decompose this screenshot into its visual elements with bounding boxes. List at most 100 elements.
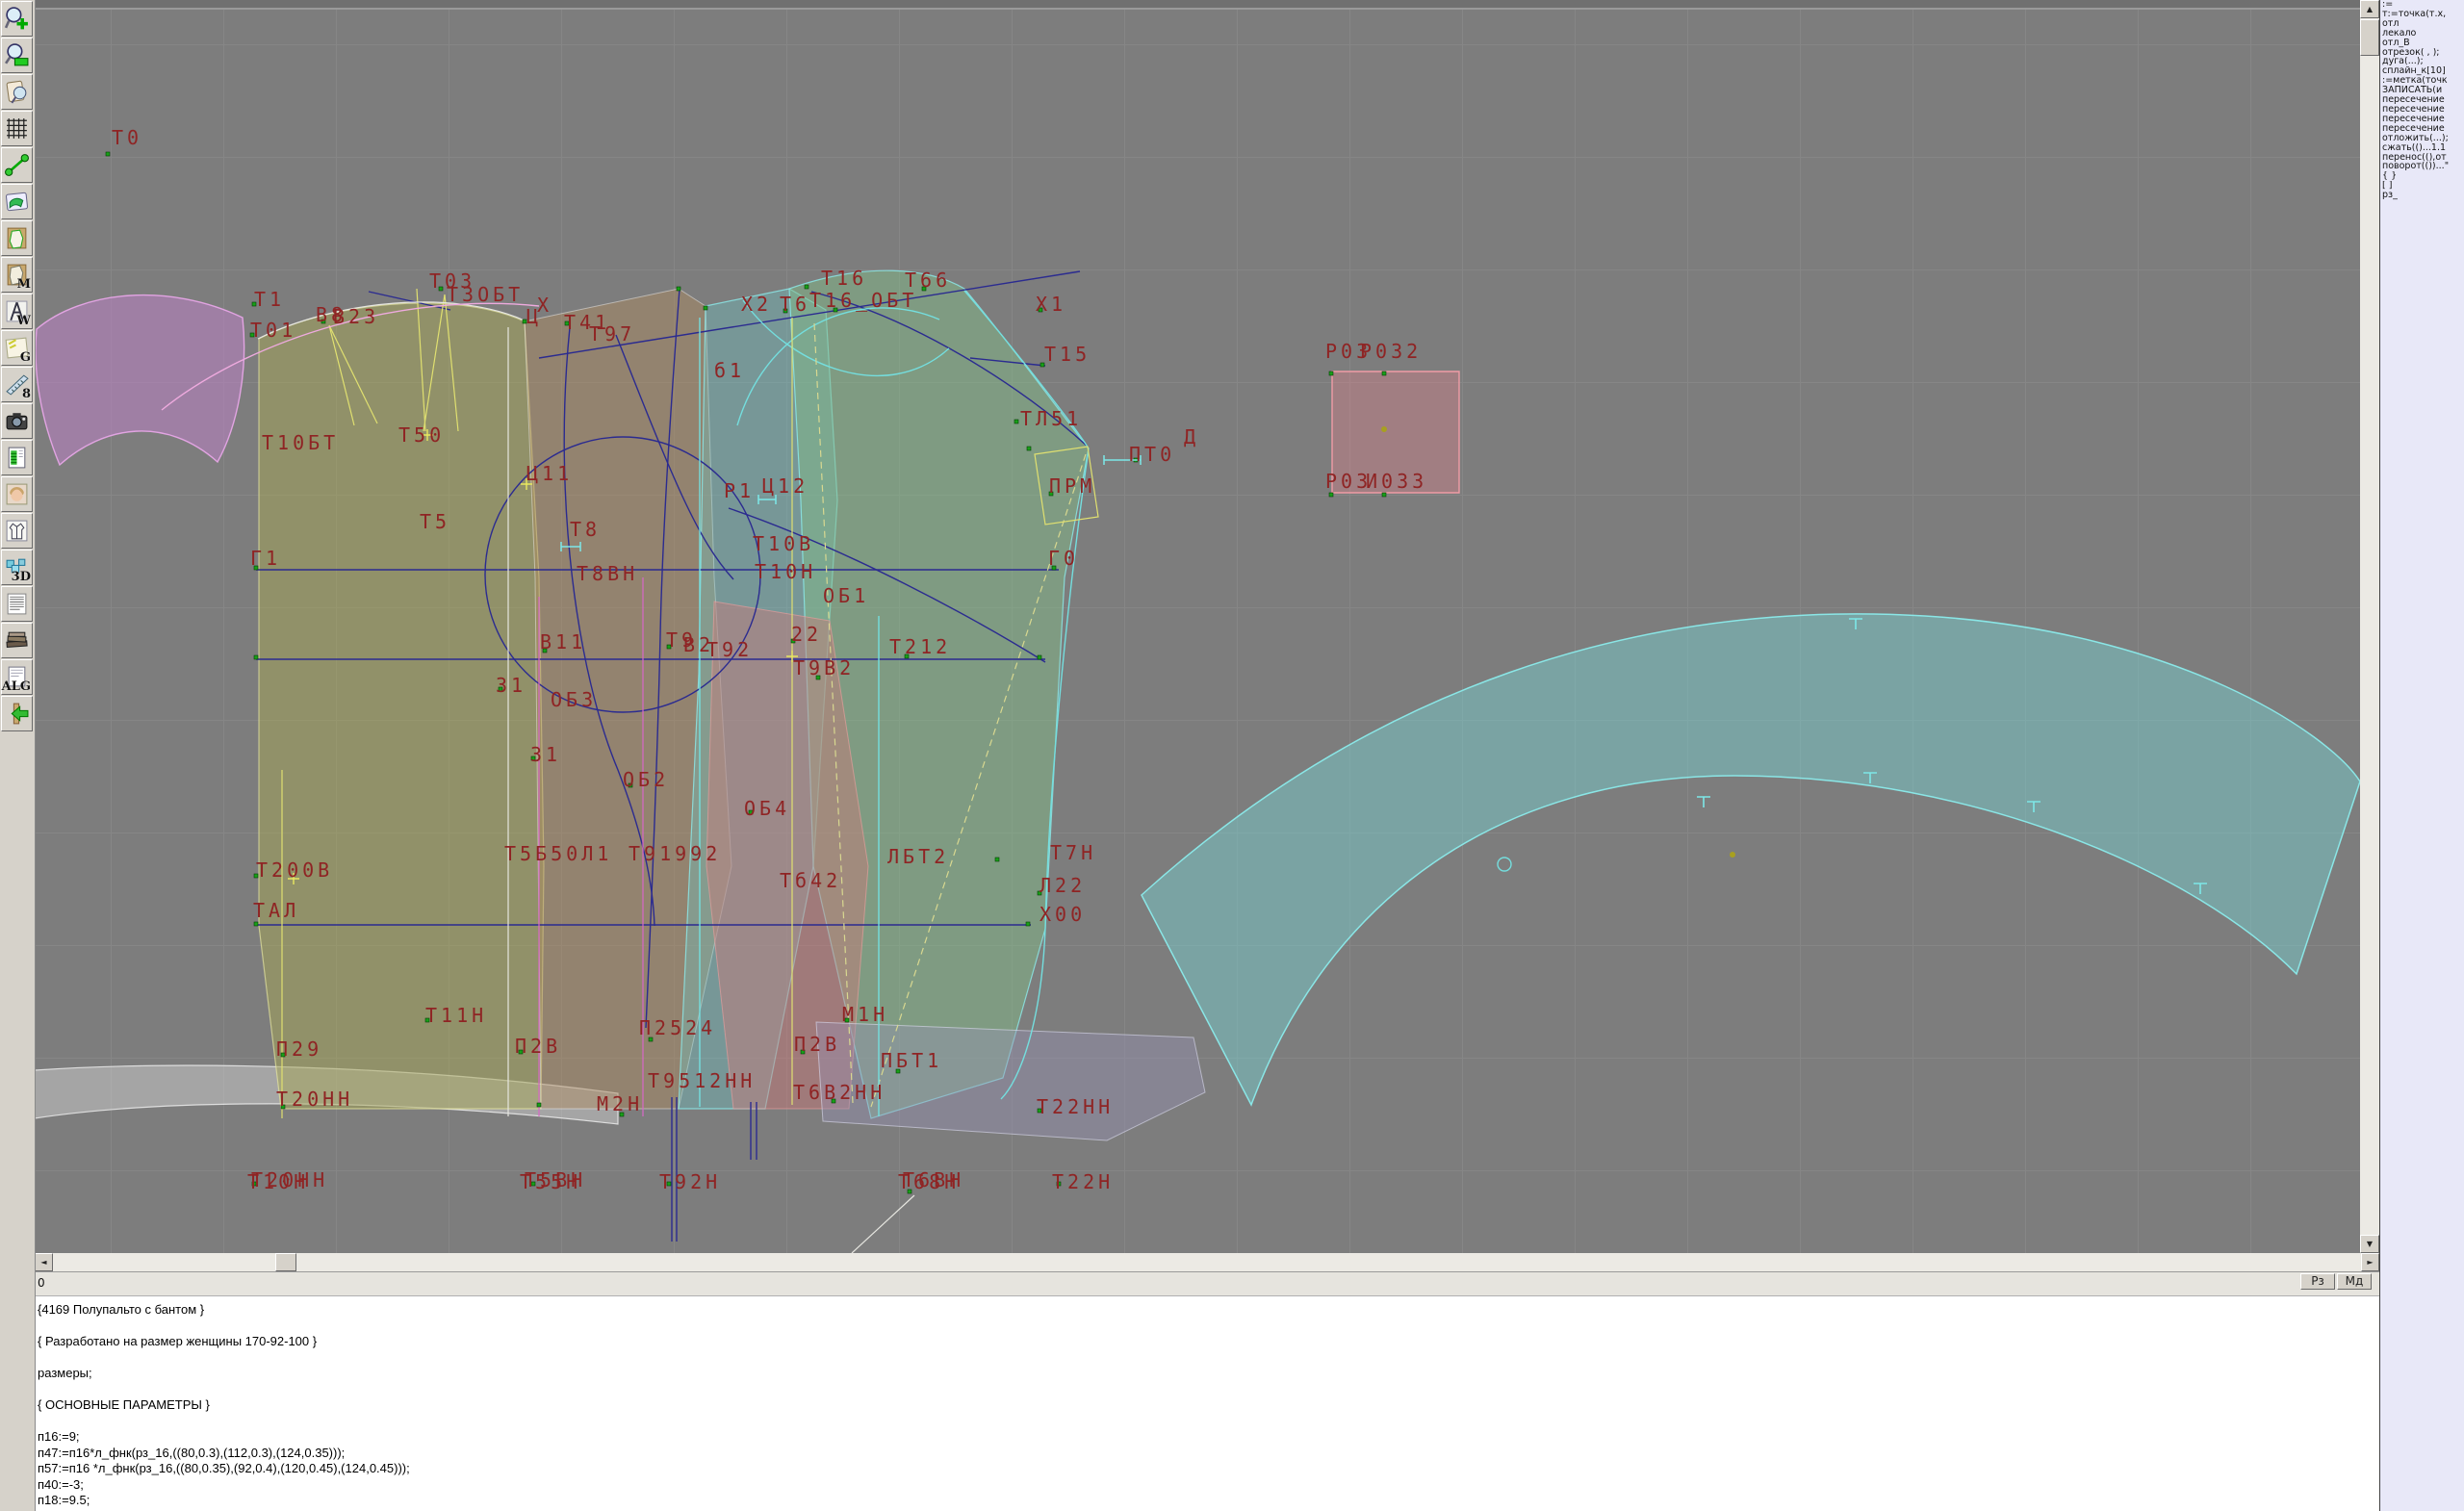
- scroll-right-icon[interactable]: ►: [2361, 1253, 2379, 1271]
- point-label: Т97: [589, 322, 636, 346]
- point-label: Т7Н: [1050, 841, 1097, 864]
- point-label: Т55Н: [520, 1170, 582, 1193]
- command-item[interactable]: отл: [2382, 18, 2400, 29]
- command-item[interactable]: отложить(...);: [2382, 133, 2449, 143]
- point-label: Г0: [1048, 547, 1080, 570]
- size-table-icon[interactable]: [1, 440, 33, 475]
- notch-tick: [1863, 772, 1877, 783]
- point-marker: [251, 1181, 257, 1187]
- point-label: И033: [1366, 470, 1428, 493]
- vertical-scroll-thumb[interactable]: [2360, 19, 2379, 56]
- command-item[interactable]: { }: [2382, 171, 2398, 182]
- point-label: П2В: [515, 1035, 562, 1058]
- point-label: Х: [537, 294, 553, 317]
- command-item[interactable]: лекало: [2382, 28, 2417, 38]
- point-label: Ц11: [526, 462, 574, 485]
- point-label: Ц: [526, 305, 543, 328]
- code-line: п16:=9;: [38, 1429, 80, 1444]
- command-item[interactable]: отл_В: [2382, 38, 2410, 48]
- point-marker: [907, 1189, 912, 1194]
- point-marker: [424, 1017, 430, 1023]
- point-marker: [253, 873, 259, 879]
- piece-pocket-flap: [1331, 371, 1460, 494]
- command-item[interactable]: пересечение: [2382, 123, 2445, 134]
- command-item[interactable]: дуга(...);: [2382, 57, 2424, 67]
- notch-tick: [1697, 796, 1710, 807]
- command-item[interactable]: перенос((),от: [2382, 152, 2447, 163]
- command-sidebar: := т:=точка(т.х, отл лекало отл_В отрезок( , …: [2379, 0, 2464, 1511]
- pattern-cut-icon[interactable]: [1, 220, 33, 256]
- point-marker: [542, 648, 548, 653]
- sketch-g-icon[interactable]: G: [1, 330, 33, 366]
- point-marker: [530, 756, 536, 761]
- pattern-drawing: [35, 151, 2360, 1253]
- rz-button[interactable]: Рз: [2300, 1273, 2335, 1290]
- command-item[interactable]: пересечение: [2382, 114, 2445, 124]
- point-label: ПТ0: [1129, 443, 1176, 466]
- piece-side-front: [706, 601, 869, 1110]
- point-marker: [895, 1068, 901, 1074]
- scroll-left-icon[interactable]: ◄: [35, 1253, 53, 1271]
- drawing-canvas[interactable]: Т0 Т1 Т01 В8 В23 Т03 Т3ОБТ Х Ц Т41 Т97 б1 Х2 Т6 Т16 Т66…: [35, 0, 2360, 1253]
- zoom-select-icon[interactable]: [1, 38, 33, 73]
- command-item[interactable]: :=: [2382, 0, 2394, 10]
- vertical-scrollbar[interactable]: ▲ ▼: [2360, 0, 2379, 1253]
- point-marker: [105, 151, 111, 157]
- point-label: Р03: [1325, 340, 1373, 363]
- algorithm-icon[interactable]: ALG: [1, 659, 33, 695]
- code-editor[interactable]: {4169 Полупальто с бантом } { Разработан…: [35, 1295, 2379, 1511]
- point-label: З1: [530, 743, 562, 766]
- point-marker: [904, 653, 910, 659]
- point-label: Т200В: [256, 858, 334, 882]
- point-label: Р1: [724, 479, 756, 502]
- exit-icon[interactable]: [1, 696, 33, 731]
- view-page-icon[interactable]: [1, 74, 33, 110]
- command-item[interactable]: рз_: [2382, 191, 2398, 201]
- point-marker: [619, 1112, 625, 1117]
- grid-icon[interactable]: [1, 111, 33, 146]
- command-item[interactable]: пересечение: [2382, 104, 2445, 115]
- model-photo-icon[interactable]: [1, 476, 33, 512]
- point-label: Тб42: [780, 869, 842, 892]
- buttonhole: [1034, 446, 1099, 525]
- library-icon[interactable]: [1, 623, 33, 658]
- horizontal-scrollbar[interactable]: ◄ ►: [35, 1253, 2379, 1271]
- view-3d-icon[interactable]: 3D: [1, 550, 33, 585]
- point-label: Т8ВН: [577, 562, 639, 585]
- point-marker: [522, 319, 527, 324]
- measure-line-icon[interactable]: [1, 147, 33, 183]
- command-item[interactable]: сплайн_к[10]: [2382, 66, 2446, 77]
- command-item[interactable]: сжать(()...1.1: [2382, 142, 2447, 153]
- point-label: Т50: [398, 423, 446, 447]
- command-item[interactable]: ЗАПИСАТЬ(и: [2382, 86, 2443, 96]
- armhole-circle: [484, 436, 761, 713]
- cross-marker: [786, 651, 798, 662]
- command-item[interactable]: отрезок( , );: [2382, 47, 2440, 58]
- tech-sketch-icon[interactable]: [1, 513, 33, 549]
- canvas-top-band: [35, 0, 2360, 8]
- point-label: Д: [1184, 425, 1200, 448]
- command-item[interactable]: поворот(())...": [2382, 162, 2450, 172]
- scroll-down-icon[interactable]: ▼: [2360, 1235, 2379, 1253]
- command-item[interactable]: пересечение: [2382, 95, 2445, 105]
- fabric-m-icon[interactable]: M: [1, 257, 33, 293]
- ruler-icon[interactable]: 8: [1, 367, 33, 402]
- drafting-icon[interactable]: W: [1, 294, 33, 329]
- sheet-map-icon[interactable]: [1, 184, 33, 219]
- zoom-in-icon[interactable]: [1, 1, 33, 37]
- command-item[interactable]: :=метка(точк: [2382, 76, 2448, 87]
- point-label: З1: [496, 674, 527, 697]
- command-item[interactable]: т:=точка(т.х,: [2382, 9, 2447, 19]
- md-button[interactable]: Мд: [2337, 1273, 2372, 1290]
- point-marker: [498, 686, 503, 692]
- measure-mark: [1103, 455, 1142, 465]
- code-line: п18:=9.5;: [38, 1493, 90, 1507]
- horizontal-scroll-thumb[interactable]: [275, 1253, 296, 1271]
- description-icon[interactable]: [1, 586, 33, 622]
- measure-mark: [757, 495, 777, 504]
- point-label: Т03: [429, 269, 476, 293]
- command-item[interactable]: [ ]: [2382, 181, 2393, 192]
- scroll-up-icon[interactable]: ▲: [2360, 0, 2379, 18]
- point-label: Т10Н: [755, 560, 817, 583]
- camera-icon[interactable]: [1, 403, 33, 439]
